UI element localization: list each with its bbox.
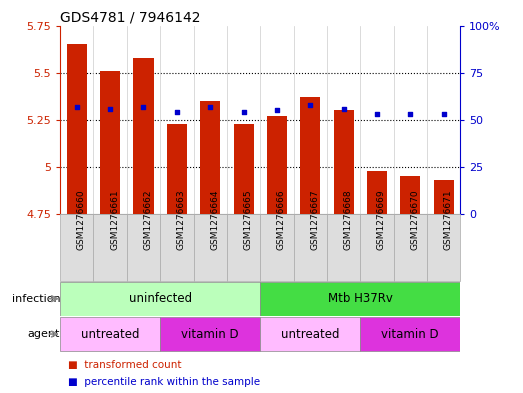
Text: uninfected: uninfected — [129, 292, 192, 305]
Bar — [167, 124, 187, 214]
FancyBboxPatch shape — [394, 214, 427, 281]
Bar — [300, 97, 320, 214]
FancyBboxPatch shape — [293, 214, 327, 281]
FancyBboxPatch shape — [194, 214, 227, 281]
Text: GSM1276661: GSM1276661 — [110, 189, 119, 250]
Point — [206, 103, 214, 110]
Text: GSM1276662: GSM1276662 — [143, 189, 153, 250]
Text: GSM1276663: GSM1276663 — [177, 189, 186, 250]
Text: GSM1276665: GSM1276665 — [244, 189, 253, 250]
Text: agent: agent — [28, 329, 60, 339]
FancyBboxPatch shape — [60, 214, 94, 281]
Bar — [67, 44, 87, 214]
Point — [240, 109, 248, 116]
Text: GSM1276664: GSM1276664 — [210, 189, 219, 250]
FancyBboxPatch shape — [427, 214, 460, 281]
FancyBboxPatch shape — [94, 214, 127, 281]
FancyBboxPatch shape — [327, 214, 360, 281]
Text: GSM1276670: GSM1276670 — [410, 189, 419, 250]
Text: GSM1276666: GSM1276666 — [277, 189, 286, 250]
FancyBboxPatch shape — [260, 282, 460, 316]
FancyBboxPatch shape — [260, 214, 293, 281]
FancyBboxPatch shape — [60, 282, 260, 316]
Point — [139, 103, 147, 110]
FancyBboxPatch shape — [60, 317, 160, 351]
Text: untreated: untreated — [281, 327, 339, 341]
Text: vitamin D: vitamin D — [181, 327, 239, 341]
Text: ■  transformed count: ■ transformed count — [68, 360, 181, 371]
Bar — [200, 101, 220, 214]
Text: GSM1276671: GSM1276671 — [444, 189, 452, 250]
Text: GSM1276669: GSM1276669 — [377, 189, 386, 250]
FancyBboxPatch shape — [127, 214, 160, 281]
Bar — [133, 58, 154, 214]
Bar — [400, 176, 420, 214]
Text: GSM1276667: GSM1276667 — [310, 189, 319, 250]
Text: infection: infection — [12, 294, 60, 304]
Point — [406, 111, 414, 118]
Text: GDS4781 / 7946142: GDS4781 / 7946142 — [60, 10, 201, 24]
Point — [439, 111, 448, 118]
Text: GSM1276660: GSM1276660 — [77, 189, 86, 250]
Bar — [100, 71, 120, 214]
Bar — [267, 116, 287, 214]
Bar — [233, 124, 254, 214]
FancyBboxPatch shape — [160, 214, 194, 281]
Text: untreated: untreated — [81, 327, 140, 341]
Bar — [434, 180, 453, 214]
Point — [173, 109, 181, 116]
FancyBboxPatch shape — [227, 214, 260, 281]
Point — [306, 102, 314, 108]
Point — [106, 105, 115, 112]
FancyBboxPatch shape — [160, 317, 260, 351]
Text: Mtb H37Rv: Mtb H37Rv — [328, 292, 393, 305]
Point — [73, 103, 81, 110]
FancyBboxPatch shape — [360, 214, 394, 281]
Text: GSM1276668: GSM1276668 — [344, 189, 353, 250]
Point — [272, 107, 281, 114]
Point — [339, 105, 348, 112]
Bar — [334, 110, 354, 214]
Text: vitamin D: vitamin D — [381, 327, 439, 341]
FancyBboxPatch shape — [360, 317, 460, 351]
Bar — [367, 171, 387, 214]
FancyBboxPatch shape — [260, 317, 360, 351]
Point — [373, 111, 381, 118]
Text: ■  percentile rank within the sample: ■ percentile rank within the sample — [68, 377, 260, 387]
